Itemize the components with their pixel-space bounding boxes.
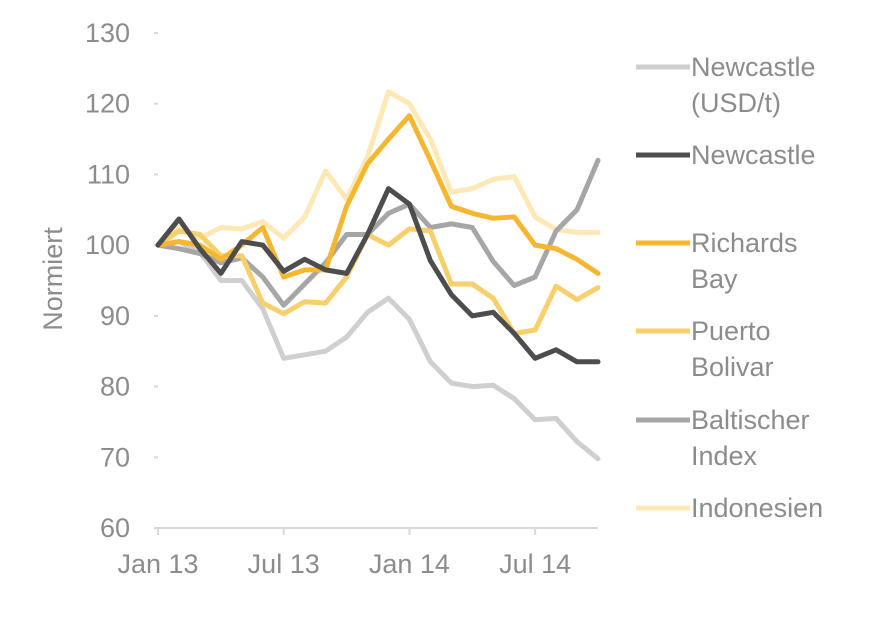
y-tick-label: 100 (85, 230, 130, 260)
legend-label-2: Newcastle (691, 140, 816, 170)
series-line-1 (155, 239, 601, 462)
legend: Newcastle (USD/t) Newcastle Richards Bay Puer… (636, 52, 823, 523)
legend-label-3: Richards (691, 228, 798, 258)
legend-label-1: Newcastle (691, 52, 816, 82)
legend-label-5: Index (691, 441, 758, 471)
legend-label-6: Indonesien (691, 493, 823, 523)
series-lines (155, 89, 601, 462)
x-tick-label: Jan 14 (369, 549, 450, 579)
y-tick-label: 110 (87, 159, 130, 189)
y-tick-label: 130 (85, 18, 130, 48)
y-tick-label: 70 (100, 442, 130, 472)
legend-label-3: Bay (691, 264, 738, 294)
x-tick-label: Jan 13 (117, 549, 198, 579)
series-line-5 (155, 157, 601, 308)
legend-label-1: (USD/t) (691, 88, 781, 118)
series-line-3 (155, 113, 601, 280)
y-tick-label: 90 (100, 301, 130, 331)
y-axis-title: Normiert (38, 227, 68, 331)
x-axis-ticks: Jan 13 Jul 13 Jan 14 Jul 14 (117, 528, 571, 579)
legend-label-4: Puerto (691, 316, 771, 346)
series-line-6 (155, 89, 601, 248)
legend-label-5: Baltischer (691, 405, 810, 435)
y-tick-label: 60 (100, 513, 130, 543)
x-tick-label: Jul 13 (248, 549, 320, 579)
x-tick-label: Jul 14 (499, 549, 571, 579)
y-tick-label: 80 (100, 372, 130, 402)
legend-label-4: Bolivar (691, 352, 774, 382)
series-line-2 (155, 186, 601, 365)
y-tick-label: 120 (85, 89, 130, 119)
y-axis-ticks: 60 70 80 90 100 110 120 130 (85, 18, 158, 543)
